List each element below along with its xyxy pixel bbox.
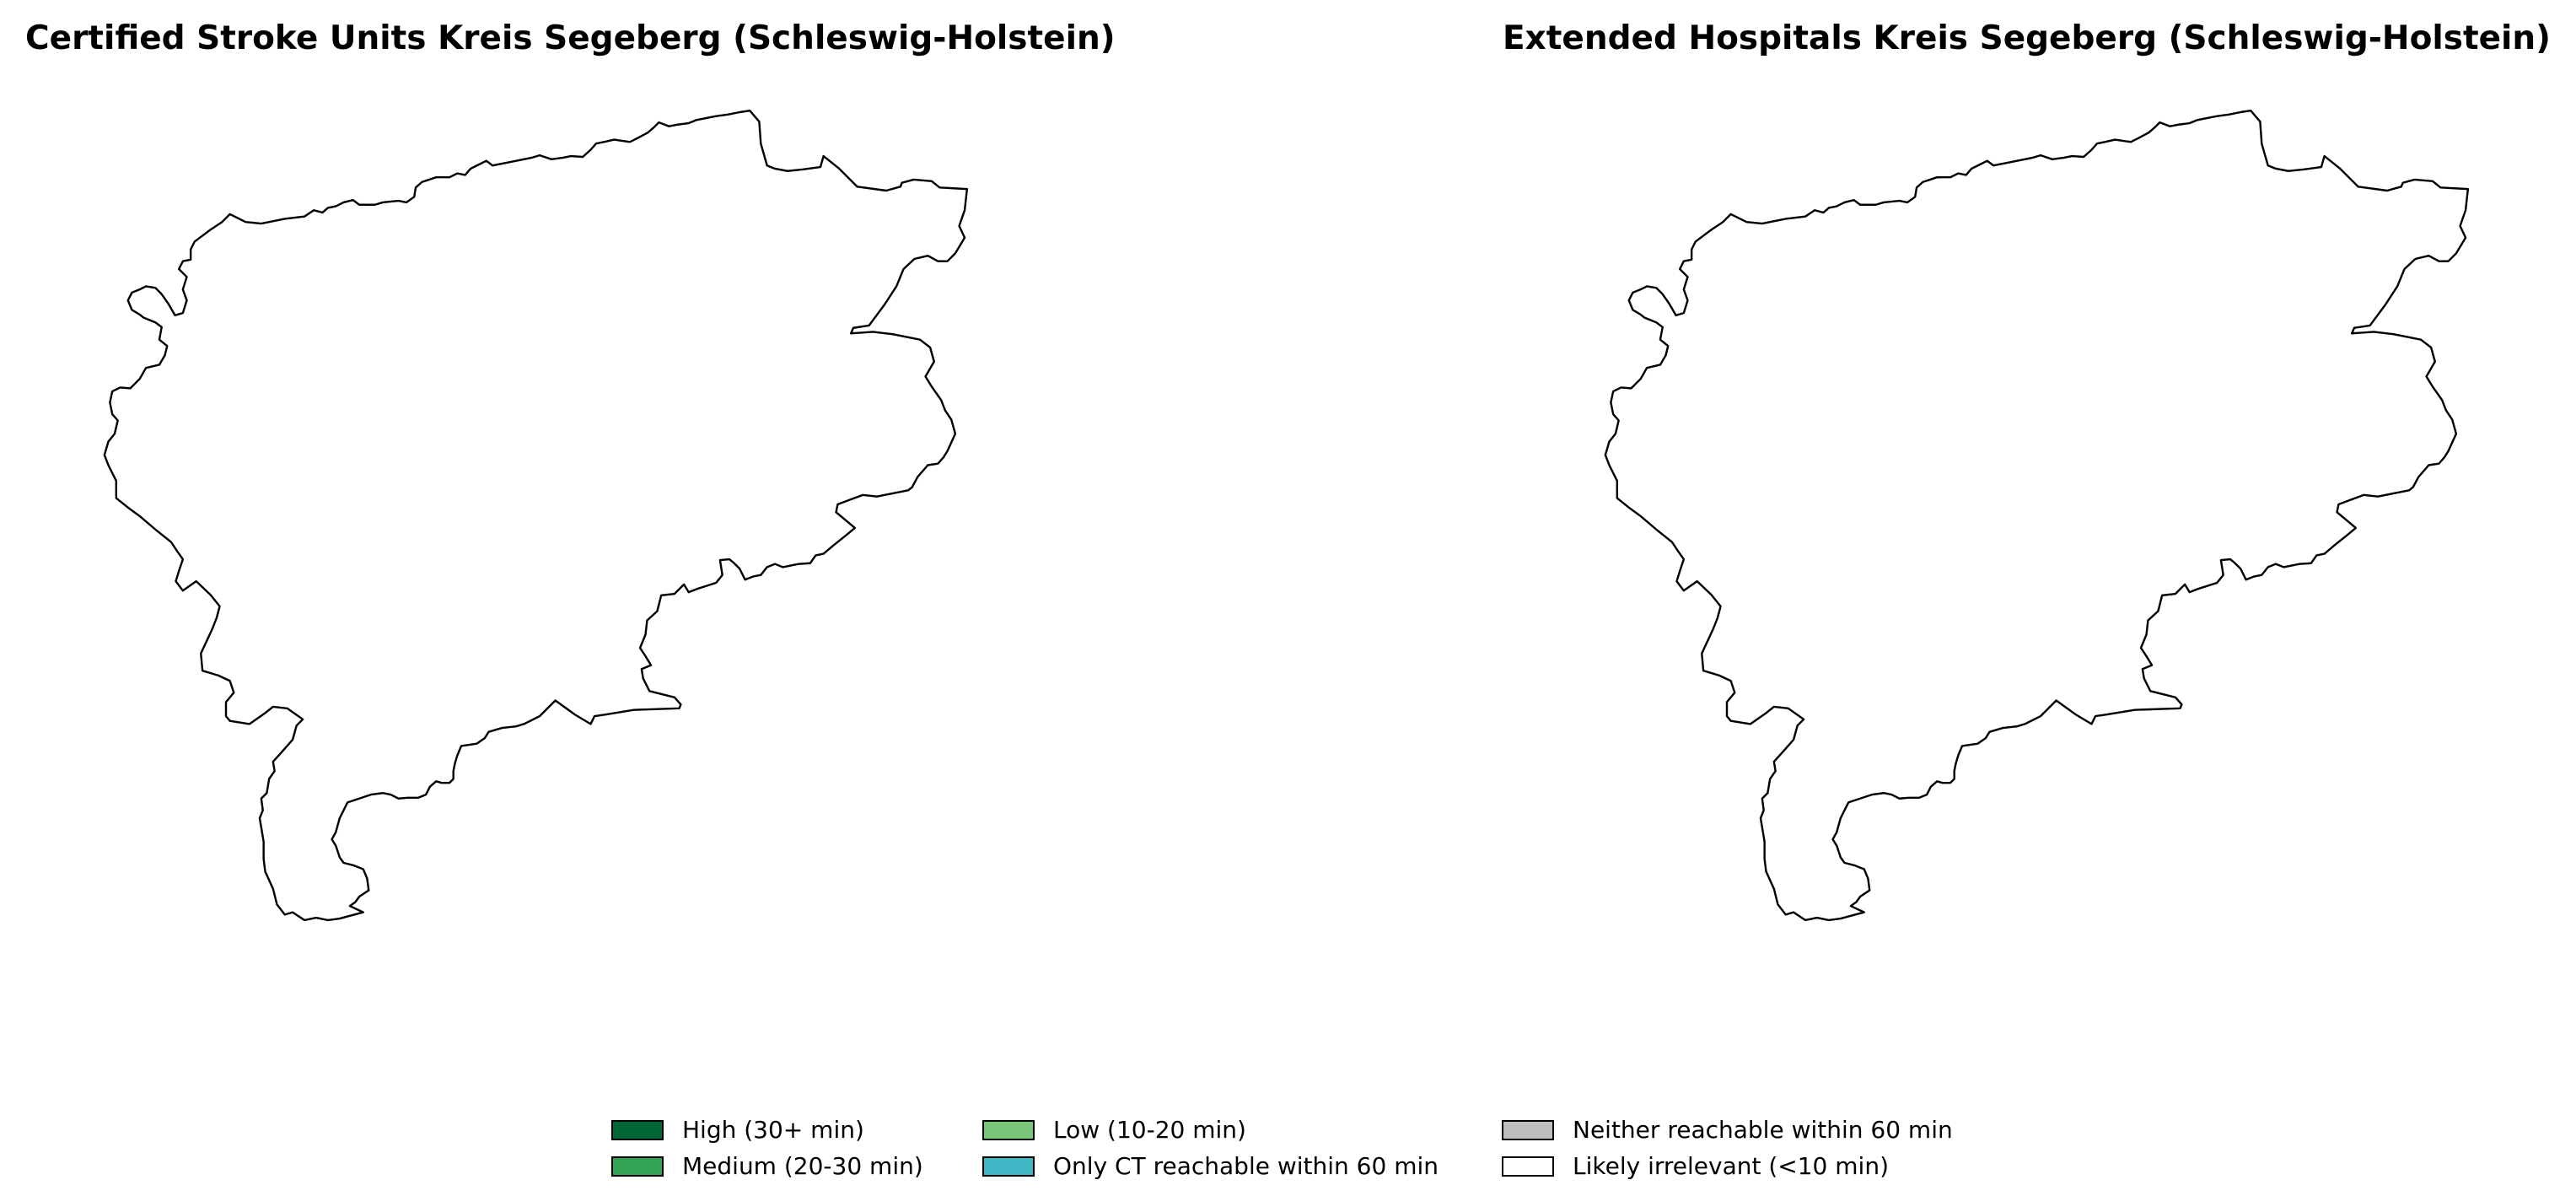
left-map-svg [103,109,969,922]
right-map-panel [1602,100,2496,968]
legend-item-ct-only: Only CT reachable within 60 min [982,1148,1502,1184]
legend-item-medium: Medium (20-30 min) [611,1148,982,1184]
legend-item-high: High (30+ min) [611,1112,982,1148]
legend-label-ct-only: Only CT reachable within 60 min [1053,1152,1439,1180]
district-outline-left [103,109,969,922]
legend-swatch-medium [611,1156,664,1177]
legend-swatch-irrelevant [1502,1156,1554,1177]
legend-item-neither: Neither reachable within 60 min [1502,1112,2008,1148]
legend-label-high: High (30+ min) [682,1116,864,1144]
right-panel-title: Extended Hospitals Kreis Segeberg (Schle… [1502,19,2551,57]
legend-label-medium: Medium (20-30 min) [682,1152,923,1180]
legend-label-low: Low (10-20 min) [1053,1116,1246,1144]
legend: High (30+ min) Medium (20-30 min) Low (1… [611,1112,2008,1184]
legend-swatch-low [982,1119,1035,1140]
left-map-panel [101,100,995,968]
right-map-svg [1604,109,2470,922]
legend-label-irrelevant: Likely irrelevant (<10 min) [1573,1152,1889,1180]
left-panel-title: Certified Stroke Units Kreis Segeberg (S… [25,19,1116,57]
legend-swatch-high [611,1119,664,1140]
legend-swatch-neither [1502,1119,1554,1140]
legend-item-low: Low (10-20 min) [982,1112,1502,1148]
legend-item-irrelevant: Likely irrelevant (<10 min) [1502,1148,2008,1184]
district-outline-right [1604,109,2470,922]
legend-swatch-ct-only [982,1156,1035,1177]
legend-label-neither: Neither reachable within 60 min [1573,1116,1953,1144]
